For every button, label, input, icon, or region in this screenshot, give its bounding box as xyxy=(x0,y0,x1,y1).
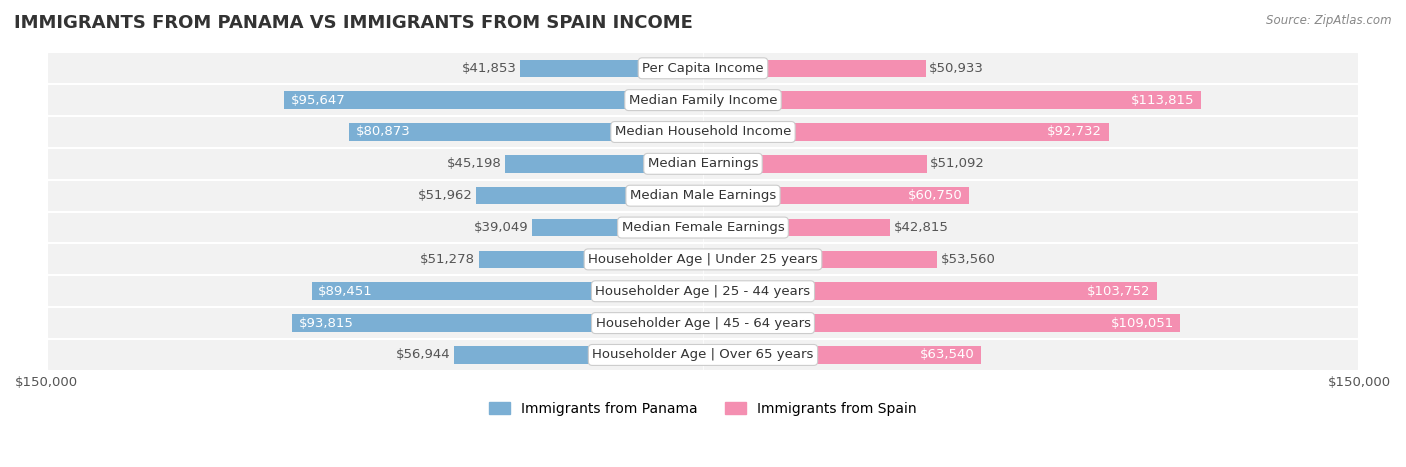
Text: $80,873: $80,873 xyxy=(356,126,411,139)
Text: $51,092: $51,092 xyxy=(929,157,984,170)
FancyBboxPatch shape xyxy=(46,148,1360,180)
Bar xyxy=(349,123,703,141)
Text: Median Female Earnings: Median Female Earnings xyxy=(621,221,785,234)
Text: Householder Age | 45 - 64 years: Householder Age | 45 - 64 years xyxy=(596,317,810,330)
Text: Householder Age | 25 - 44 years: Householder Age | 25 - 44 years xyxy=(595,285,811,298)
FancyBboxPatch shape xyxy=(46,84,1360,116)
Text: $92,732: $92,732 xyxy=(1047,126,1102,139)
FancyBboxPatch shape xyxy=(46,52,1360,84)
Text: Per Capita Income: Per Capita Income xyxy=(643,62,763,75)
Bar xyxy=(703,155,927,173)
FancyBboxPatch shape xyxy=(46,180,1360,212)
Bar xyxy=(475,187,703,205)
Text: Source: ZipAtlas.com: Source: ZipAtlas.com xyxy=(1267,14,1392,27)
FancyBboxPatch shape xyxy=(46,339,1360,371)
Text: $41,853: $41,853 xyxy=(461,62,516,75)
Bar xyxy=(703,59,927,77)
Bar xyxy=(312,283,703,300)
Bar xyxy=(454,346,703,364)
Text: $53,560: $53,560 xyxy=(941,253,995,266)
Text: Median Household Income: Median Household Income xyxy=(614,126,792,139)
Bar xyxy=(703,346,981,364)
Bar xyxy=(703,283,1157,300)
Text: $93,815: $93,815 xyxy=(299,317,354,330)
Text: $42,815: $42,815 xyxy=(894,221,949,234)
Text: $51,962: $51,962 xyxy=(418,189,472,202)
Bar xyxy=(703,219,890,236)
Text: $56,944: $56,944 xyxy=(396,348,450,361)
Text: $103,752: $103,752 xyxy=(1087,285,1150,298)
Text: Median Earnings: Median Earnings xyxy=(648,157,758,170)
Bar xyxy=(703,92,1201,109)
Legend: Immigrants from Panama, Immigrants from Spain: Immigrants from Panama, Immigrants from … xyxy=(484,396,922,421)
Bar xyxy=(520,59,703,77)
Bar xyxy=(703,123,1109,141)
Bar xyxy=(703,187,969,205)
Text: $63,540: $63,540 xyxy=(920,348,974,361)
Text: $113,815: $113,815 xyxy=(1130,94,1195,106)
Text: $60,750: $60,750 xyxy=(907,189,962,202)
FancyBboxPatch shape xyxy=(46,307,1360,339)
Text: $39,049: $39,049 xyxy=(474,221,529,234)
Bar xyxy=(505,155,703,173)
Bar xyxy=(703,251,938,268)
FancyBboxPatch shape xyxy=(46,243,1360,276)
Bar xyxy=(478,251,703,268)
Text: Median Male Earnings: Median Male Earnings xyxy=(630,189,776,202)
Bar xyxy=(531,219,703,236)
Text: Median Family Income: Median Family Income xyxy=(628,94,778,106)
Text: $89,451: $89,451 xyxy=(318,285,373,298)
Bar xyxy=(284,92,703,109)
FancyBboxPatch shape xyxy=(46,212,1360,243)
Text: IMMIGRANTS FROM PANAMA VS IMMIGRANTS FROM SPAIN INCOME: IMMIGRANTS FROM PANAMA VS IMMIGRANTS FRO… xyxy=(14,14,693,32)
Bar xyxy=(703,314,1180,332)
FancyBboxPatch shape xyxy=(46,276,1360,307)
Text: Householder Age | Over 65 years: Householder Age | Over 65 years xyxy=(592,348,814,361)
Text: Householder Age | Under 25 years: Householder Age | Under 25 years xyxy=(588,253,818,266)
Text: $51,278: $51,278 xyxy=(420,253,475,266)
FancyBboxPatch shape xyxy=(46,116,1360,148)
Text: $95,647: $95,647 xyxy=(291,94,346,106)
Text: $50,933: $50,933 xyxy=(929,62,984,75)
Text: $45,198: $45,198 xyxy=(447,157,502,170)
Text: $109,051: $109,051 xyxy=(1111,317,1174,330)
Bar xyxy=(292,314,703,332)
